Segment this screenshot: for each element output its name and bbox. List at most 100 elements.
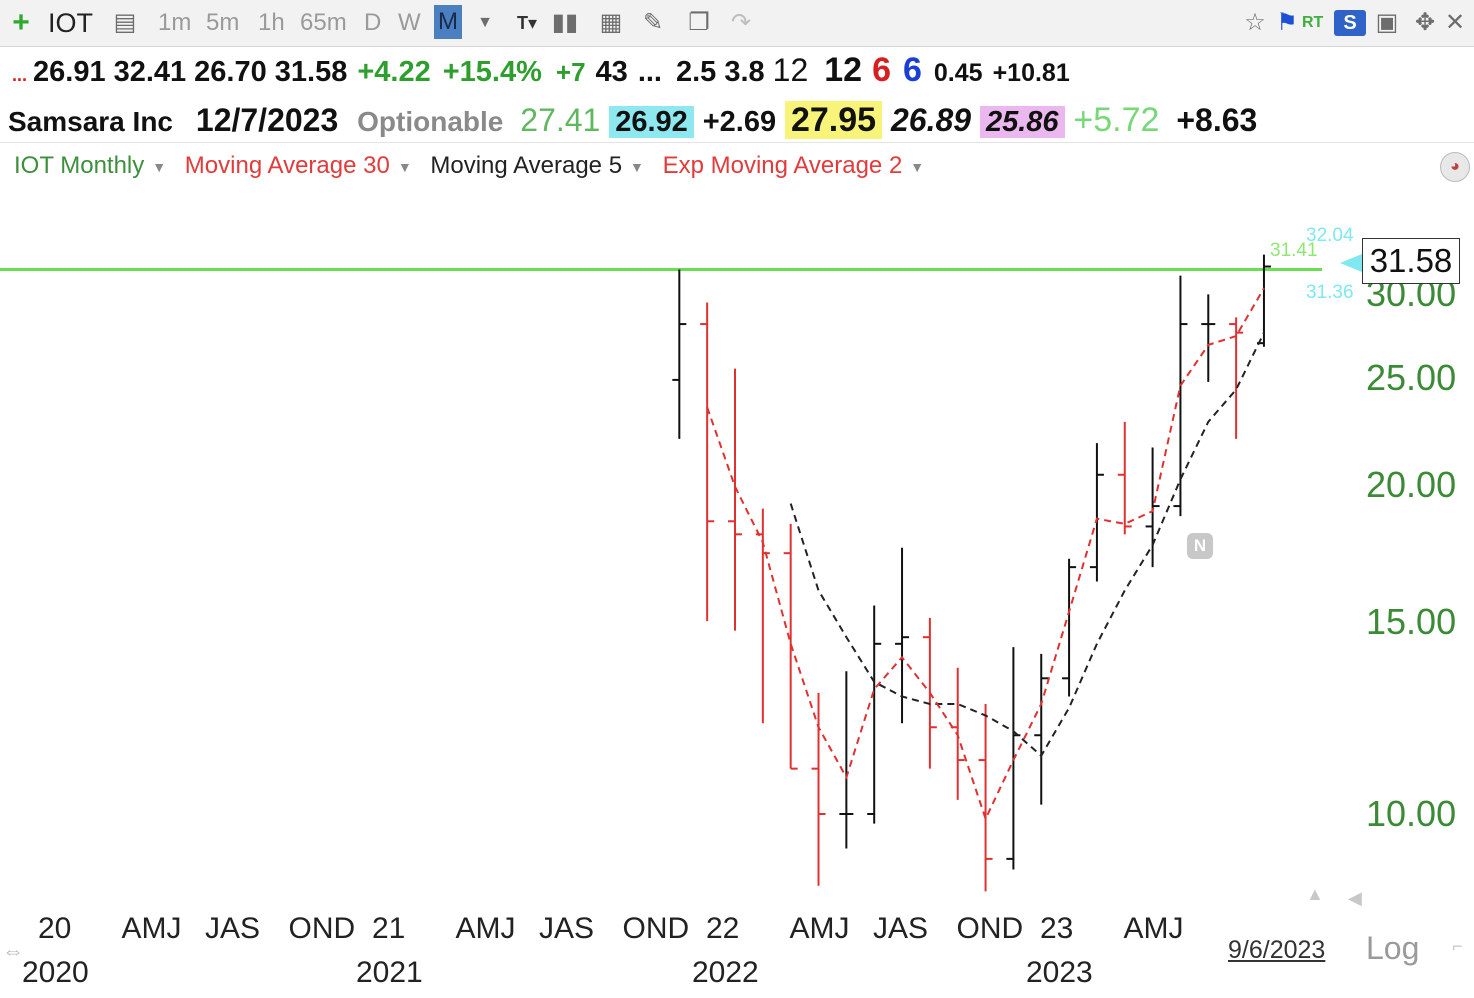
study-legend: IOT Monthly ▼ Moving Average 30 ▼ Moving A… bbox=[14, 150, 924, 182]
quote-field: ... bbox=[12, 65, 28, 85]
draw-pencil-icon[interactable]: ✎ bbox=[642, 9, 664, 36]
s-badge[interactable]: S bbox=[1334, 10, 1366, 36]
add-icon[interactable]: + bbox=[12, 6, 30, 39]
quote-field: +4.22 bbox=[357, 56, 431, 88]
resize-handle-icon[interactable]: ⌐ bbox=[1452, 936, 1463, 956]
low-tag: 31.36 bbox=[1306, 282, 1354, 303]
flag-icon[interactable]: ⚑ bbox=[1276, 9, 1298, 36]
x-tick-label: JAS bbox=[205, 912, 261, 945]
timeframe-w-button[interactable]: W bbox=[398, 9, 421, 36]
symbol-input[interactable]: IOT bbox=[48, 8, 93, 38]
quote-value-1: 27.41 bbox=[520, 102, 601, 138]
scroll-arrows-icon[interactable]: ⇔ bbox=[2, 938, 24, 963]
timeframe-1h-button[interactable]: 1h bbox=[258, 9, 285, 36]
color-palette-icon[interactable]: ◕ bbox=[1440, 152, 1470, 182]
legend-item-ma30[interactable]: Moving Average 30 ▼ bbox=[185, 152, 412, 179]
quote-date: 12/7/2023 bbox=[195, 102, 339, 138]
quote-field: +10.81 bbox=[992, 59, 1070, 87]
quote-row-1: ... 26.91 32.41 26.70 31.58 +4.22 +15.4% +7 43..… bbox=[12, 52, 1070, 88]
chevron-down-icon[interactable]: ▼ bbox=[477, 14, 493, 31]
add-study-icon[interactable]: ▦ bbox=[599, 9, 623, 36]
y-tick-label: 25.00 bbox=[1366, 357, 1457, 398]
bar-chart-icon[interactable]: ▮▮ bbox=[551, 9, 579, 36]
chevron-down-icon[interactable]: ▼ bbox=[152, 158, 167, 175]
x-tick-label: AMJ bbox=[789, 912, 850, 945]
chart-toolbar: + IOT ▤ 1m 5m 1h 65m D W M ▼ T▾ ▮▮ ▦ ✎ ❐ ↷ ☆ ⚑… bbox=[0, 0, 1474, 47]
quote-field: 0.45 bbox=[933, 59, 983, 87]
save-icon[interactable]: ▣ bbox=[1375, 9, 1399, 36]
timeframe-m-button[interactable]: M bbox=[434, 5, 462, 39]
quote-value-8: +8.63 bbox=[1176, 102, 1258, 138]
y-tick-label: 20.00 bbox=[1366, 464, 1457, 505]
x-tick-label: 21 bbox=[372, 912, 406, 945]
quote-field: 6 bbox=[902, 51, 922, 89]
quote-field: ... bbox=[637, 56, 662, 88]
timeframe-5m-button[interactable]: 5m bbox=[206, 9, 240, 36]
legend-label: Moving Average 30 bbox=[184, 152, 390, 179]
quote-field: 32.41 bbox=[113, 56, 187, 88]
news-marker[interactable]: N bbox=[1187, 533, 1213, 559]
company-name: Samsara Inc bbox=[8, 106, 173, 137]
x-tick-label: OND bbox=[956, 912, 1024, 945]
last-price-tag: 31.58 bbox=[1362, 238, 1460, 284]
x-year-label: 2023 bbox=[1026, 956, 1093, 989]
x-tick-label: AMJ bbox=[121, 912, 182, 945]
x-tick-label: AMJ bbox=[1123, 912, 1184, 945]
log-scale-toggle[interactable]: Log bbox=[1366, 930, 1420, 966]
legend-item-ema2[interactable]: Exp Moving Average 2 ▼ bbox=[663, 152, 925, 179]
optionable-label: Optionable bbox=[357, 106, 504, 137]
x-tick-label: JAS bbox=[873, 912, 929, 945]
quote-field: +7 bbox=[555, 57, 586, 87]
quote-field: 2.5 bbox=[675, 56, 717, 88]
x-year-label: 2021 bbox=[356, 956, 423, 989]
x-tick-label: JAS bbox=[539, 912, 595, 945]
date-cursor-label[interactable]: 9/6/2023 bbox=[1228, 936, 1326, 964]
chevron-down-icon[interactable]: ▼ bbox=[397, 158, 412, 175]
layers-icon[interactable]: ❐ bbox=[688, 9, 710, 36]
legend-item-monthly[interactable]: IOT Monthly ▼ bbox=[14, 152, 166, 179]
timeframe-65m-button[interactable]: 65m bbox=[300, 9, 347, 36]
x-tick-label: AMJ bbox=[455, 912, 516, 945]
chevron-down-icon[interactable]: ▼ bbox=[910, 158, 925, 175]
y-tick-label: 10.00 bbox=[1366, 793, 1457, 834]
chart-type-icon[interactable]: T▾ bbox=[516, 13, 538, 33]
x-tick-label: OND bbox=[288, 912, 356, 945]
quote-field: 26.70 bbox=[194, 56, 267, 88]
divider bbox=[0, 142, 1474, 143]
quote-field: 12 bbox=[824, 51, 863, 89]
high-tag: 32.04 bbox=[1306, 225, 1354, 246]
quote-field: 12 bbox=[772, 52, 809, 88]
x-tick-label: 20 bbox=[38, 912, 72, 945]
quote-row-2: Samsara Inc 12/7/2023 Optionable 27.41 2… bbox=[8, 100, 1474, 140]
quote-value-7: +5.72 bbox=[1073, 101, 1160, 139]
legend-label: Exp Moving Average 2 bbox=[662, 152, 903, 179]
legend-label: IOT Monthly bbox=[14, 152, 145, 179]
quote-value-6: 25.86 bbox=[979, 106, 1065, 138]
quote-field: 43 bbox=[595, 56, 628, 88]
quote-field: 3.8 bbox=[724, 56, 765, 88]
legend-label: Moving Average 5 bbox=[430, 152, 623, 179]
ma30-tag: 31.41 bbox=[1270, 240, 1318, 261]
scroll-up-icon[interactable]: ▲ bbox=[1306, 884, 1324, 904]
forward-arrow-icon[interactable]: ↷ bbox=[730, 9, 752, 36]
rt-badge[interactable]: RT bbox=[1302, 14, 1324, 31]
print-icon[interactable]: ▤ bbox=[113, 9, 137, 36]
quote-field: 26.91 bbox=[33, 56, 106, 88]
quote-value-2: 26.92 bbox=[609, 106, 694, 138]
quote-value-5: 26.89 bbox=[890, 102, 972, 138]
x-year-label: 2020 bbox=[22, 956, 89, 989]
quote-field: 31.58 bbox=[274, 56, 348, 88]
x-tick-label: 23 bbox=[1040, 912, 1074, 945]
quote-value-3: +2.69 bbox=[702, 106, 777, 138]
move-icon[interactable]: ✥ bbox=[1414, 9, 1436, 36]
chevron-down-icon[interactable]: ▼ bbox=[630, 158, 644, 175]
close-icon[interactable]: ✕ bbox=[1444, 9, 1466, 36]
timeframe-1m-button[interactable]: 1m bbox=[158, 9, 192, 36]
star-icon[interactable]: ☆ bbox=[1244, 9, 1266, 36]
x-tick-label: OND bbox=[622, 912, 690, 945]
quote-value-4: 27.95 bbox=[784, 101, 883, 139]
timeframe-d-button[interactable]: D bbox=[364, 9, 382, 36]
x-tick-label: 22 bbox=[706, 912, 740, 945]
legend-item-ma5[interactable]: Moving Average 5 ▼ bbox=[430, 152, 644, 179]
scroll-left-icon[interactable]: ◀ bbox=[1348, 888, 1362, 908]
